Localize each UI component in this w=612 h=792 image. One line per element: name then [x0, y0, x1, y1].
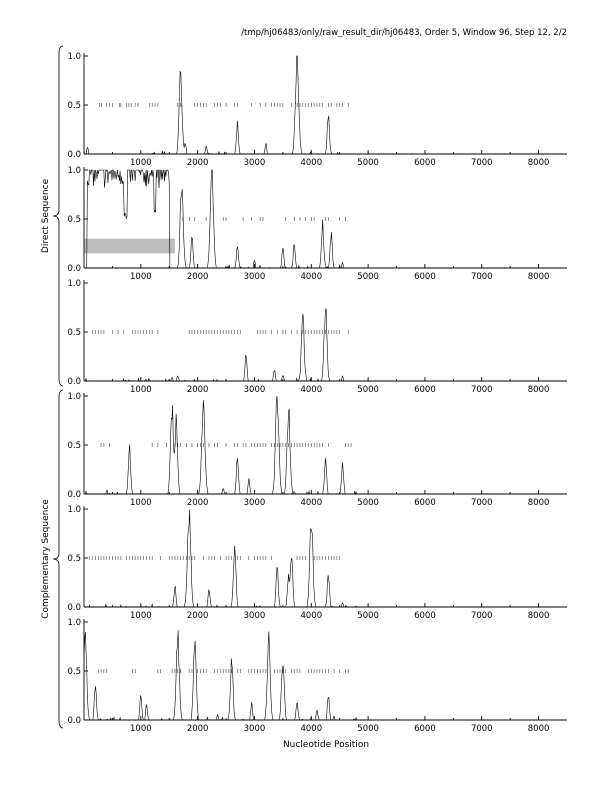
x-tick-label: 5000	[357, 158, 379, 168]
x-tick-label: 5000	[357, 385, 379, 395]
x-tick-label: 2000	[187, 158, 209, 168]
x-tick-label: 8000	[528, 272, 550, 282]
x-tick-label: 3000	[244, 158, 266, 168]
panel-1: 0.0 0.5 1.0 1000 2000 3000 4000 5000 6000 7000 800…	[67, 52, 567, 168]
coding-potential-line	[83, 55, 357, 155]
x-tick-label: 3000	[244, 611, 266, 621]
x-tick-label: 5000	[357, 498, 379, 508]
y-tick-label: 1.0	[67, 392, 81, 402]
x-tick-label: 1000	[130, 724, 152, 734]
x-tick-label: 8000	[528, 385, 550, 395]
x-tick-label: 5000	[357, 724, 379, 734]
x-tick-label: 4000	[300, 498, 322, 508]
x-tick-label: 8000	[528, 158, 550, 168]
x-tick-label: 7000	[471, 385, 493, 395]
x-tick-label: 1000	[130, 611, 152, 621]
y-tick-label: 1.0	[67, 166, 81, 176]
x-tick-label: 6000	[414, 724, 436, 734]
x-tick-label: 6000	[414, 158, 436, 168]
x-tick-label: 3000	[244, 272, 266, 282]
x-tick-label: 2000	[187, 724, 209, 734]
x-axis-label: Nucleotide Position	[283, 740, 369, 750]
x-tick-label: 5000	[357, 272, 379, 282]
panel-4: 0.0 0.5 1.0 1000 2000 3000 4000 5000 6000 7000 800…	[67, 392, 567, 508]
x-tick-label: 2000	[187, 498, 209, 508]
x-tick-label: 8000	[528, 498, 550, 508]
coding-potential-line	[84, 308, 357, 382]
x-tick-label: 7000	[471, 158, 493, 168]
coding-potential-line	[84, 168, 357, 269]
panel-5: 0.0 0.5 1.0 1000 2000 3000 4000 5000 6000 7000 800…	[67, 505, 567, 621]
y-tick-label: 0.5	[67, 554, 81, 564]
x-tick-label: 7000	[471, 498, 493, 508]
x-tick-label: 4000	[300, 611, 322, 621]
x-tick-label: 3000	[244, 498, 266, 508]
y-tick-label: 0.5	[67, 215, 81, 225]
y-tick-label: 1.0	[67, 618, 81, 628]
x-tick-label: 6000	[414, 498, 436, 508]
y-tick-label: 0.0	[67, 377, 81, 387]
figure-header: /tmp/hj06483/only/raw_result_dir/hj06483…	[241, 28, 567, 38]
coding-potential-line	[84, 395, 358, 495]
complementary-sequence-brace	[52, 389, 64, 729]
x-tick-label: 1000	[130, 272, 152, 282]
x-tick-label: 4000	[300, 272, 322, 282]
x-tick-label: 4000	[300, 385, 322, 395]
highlight-region	[84, 238, 175, 254]
group-braces: Direct Sequence Complementary Sequence	[41, 45, 64, 729]
x-tick-label: 3000	[244, 385, 266, 395]
y-tick-label: 0.5	[67, 328, 81, 338]
x-tick-label: 1000	[130, 158, 152, 168]
x-tick-label: 5000	[357, 611, 379, 621]
x-tick-label: 8000	[528, 611, 550, 621]
x-tick-label: 6000	[414, 272, 436, 282]
x-tick-label: 3000	[244, 724, 266, 734]
panel-6: 0.0 0.5 1.0 1000 2000 3000 4000 5000 6000 7000 800…	[67, 618, 567, 734]
y-tick-label: 0.5	[67, 101, 81, 111]
y-tick-label: 0.0	[67, 264, 81, 274]
coding-potential-line	[83, 630, 358, 721]
x-tick-label: 4000	[300, 158, 322, 168]
y-tick-label: 1.0	[67, 52, 81, 62]
x-tick-label: 4000	[300, 724, 322, 734]
x-tick-label: 2000	[187, 272, 209, 282]
y-tick-label: 0.0	[67, 150, 81, 160]
x-tick-label: 7000	[471, 724, 493, 734]
x-tick-label: 1000	[130, 385, 152, 395]
direct-sequence-label: Direct Sequence	[41, 178, 51, 253]
panel-3: 0.0 0.5 1.0 1000 2000 3000 4000 5000 6000 7000 800…	[67, 279, 567, 395]
x-tick-label: 7000	[471, 611, 493, 621]
x-tick-label: 2000	[187, 611, 209, 621]
y-tick-label: 0.0	[67, 490, 81, 500]
x-tick-label: 6000	[414, 611, 436, 621]
x-tick-label: 7000	[471, 272, 493, 282]
y-tick-label: 1.0	[67, 505, 81, 515]
coding-potential-line	[84, 509, 358, 608]
x-tick-label: 8000	[528, 724, 550, 734]
y-tick-label: 0.5	[67, 441, 81, 451]
direct-sequence-brace	[52, 45, 64, 387]
x-tick-label: 2000	[187, 385, 209, 395]
complementary-sequence-label: Complementary Sequence	[41, 499, 51, 619]
y-tick-label: 0.0	[67, 603, 81, 613]
panel-2: 0.0 0.5 1.0 1000 2000 3000 4000 5000 6000 7000 800…	[67, 166, 567, 282]
x-tick-label: 1000	[130, 498, 152, 508]
y-tick-label: 0.5	[67, 667, 81, 677]
y-tick-label: 0.0	[67, 716, 81, 726]
y-tick-label: 1.0	[67, 279, 81, 289]
x-tick-label: 6000	[414, 385, 436, 395]
panels: 0.0 0.5 1.0 1000 2000 3000 4000 5000 6000 7000 800…	[67, 52, 567, 734]
